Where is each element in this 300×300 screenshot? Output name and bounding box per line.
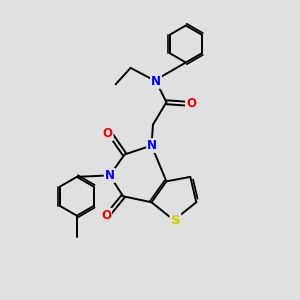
Text: O: O: [101, 208, 111, 222]
Text: N: N: [105, 169, 115, 182]
Text: S: S: [171, 214, 180, 227]
Text: O: O: [186, 97, 196, 110]
Text: N: N: [147, 139, 157, 152]
Text: N: N: [151, 75, 161, 88]
Text: O: O: [103, 127, 112, 140]
